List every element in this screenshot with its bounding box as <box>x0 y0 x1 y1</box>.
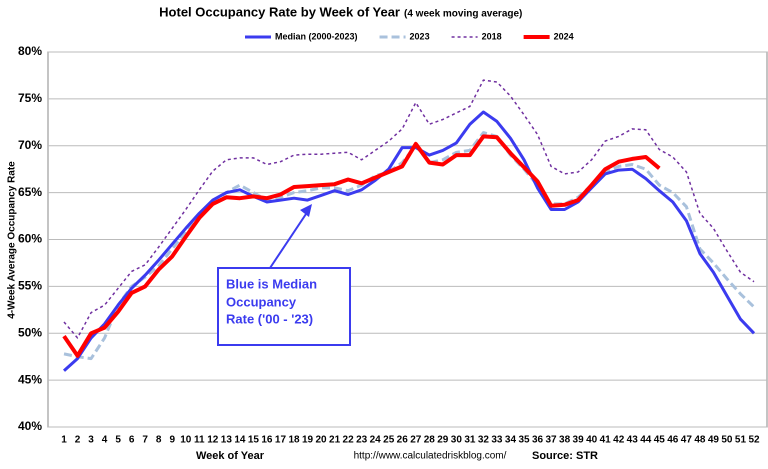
x-tick-label: 27 <box>410 435 422 446</box>
x-tick-label: 2 <box>75 435 81 446</box>
x-tick-label: 36 <box>532 435 544 446</box>
x-tick-label: 1 <box>61 435 67 446</box>
annotation-arrow <box>269 207 311 269</box>
annotation-text: Rate ('00 - '23) <box>226 311 313 326</box>
x-tick-label: 44 <box>640 435 652 446</box>
legend-label: 2023 <box>410 31 430 41</box>
source-url: http://www.calculatedriskblog.com/ <box>354 451 507 462</box>
x-tick-label: 30 <box>451 435 463 446</box>
x-tick-label: 17 <box>275 435 287 446</box>
y-tick-label: 70% <box>18 138 42 152</box>
x-tick-label: 33 <box>491 435 503 446</box>
x-tick-label: 8 <box>156 435 162 446</box>
arrow-head <box>300 204 312 217</box>
x-tick-label: 49 <box>708 435 720 446</box>
x-tick-label: 31 <box>464 435 476 446</box>
series-line <box>63 79 755 339</box>
x-axis-label: Week of Year <box>196 450 265 462</box>
x-tick-label: 25 <box>383 435 395 446</box>
x-tick-label: 26 <box>397 435 409 446</box>
series-line <box>62 134 661 358</box>
x-tick-label: 50 <box>721 435 733 446</box>
x-tick-label: 4 <box>102 435 108 446</box>
chart-title: Hotel Occupancy Rate by Week of Year <box>159 4 400 19</box>
x-tick-label: 40 <box>586 435 598 446</box>
plot-area: 40%45%50%55%60%65%70%75%80%1 2 3 4 5 6 7 8 9 10 11… <box>18 44 768 446</box>
x-tick-label: 9 <box>169 435 175 446</box>
annotation-box <box>217 267 351 346</box>
x-tick-label: 46 <box>667 435 679 446</box>
x-tick-label: 5 <box>115 435 121 446</box>
x-tick-label: 14 <box>234 435 246 446</box>
x-tick-label: 34 <box>505 435 517 446</box>
y-tick-label: 75% <box>18 91 42 105</box>
source: Source: STR <box>532 450 598 462</box>
x-tick-label: 42 <box>613 435 625 446</box>
x-tick-label: 11 <box>194 435 205 446</box>
legend-label: 2024 <box>554 31 574 41</box>
x-tick-label: 47 <box>681 435 693 446</box>
x-tick-label: 12 <box>207 435 219 446</box>
y-tick-label: 50% <box>18 325 42 339</box>
x-tick-label: 21 <box>329 435 341 446</box>
x-tick-label: 35 <box>518 435 530 446</box>
x-tick-label: 3 <box>88 435 94 446</box>
x-tick-label: 6 <box>129 435 135 446</box>
x-tick-label: 51 <box>735 435 747 446</box>
x-tick-label: 15 <box>248 435 260 446</box>
x-tick-label: 19 <box>302 435 314 446</box>
x-tick-label: 32 <box>478 435 490 446</box>
annotation-text: Blue is Median <box>226 276 317 291</box>
x-tick-label: 48 <box>694 435 706 446</box>
x-tick-label: 37 <box>545 435 557 446</box>
x-tick-label: 39 <box>573 435 585 446</box>
x-tick-label: 43 <box>627 435 639 446</box>
x-tick-label: 24 <box>370 435 382 446</box>
x-tick-label: 41 <box>600 435 612 446</box>
y-tick-label: 55% <box>18 279 42 293</box>
x-tick-label: 16 <box>261 435 273 446</box>
x-tick-label: 23 <box>356 435 368 446</box>
x-tick-label: 10 <box>180 435 192 446</box>
x-tick-label: 18 <box>288 435 300 446</box>
x-tick-label: 38 <box>559 435 571 446</box>
chart-subtitle: (4 week moving average) <box>404 9 522 20</box>
annotation-text: Occupancy <box>226 294 297 309</box>
x-tick-label: 7 <box>142 435 148 446</box>
x-tick-label: 29 <box>437 435 449 446</box>
x-tick-label: 22 <box>343 435 355 446</box>
y-axis-label: 4-Week Average Occupancy Rate <box>7 161 18 319</box>
y-tick-label: 60% <box>18 232 42 246</box>
series-line <box>62 110 756 372</box>
x-tick-label: 52 <box>748 435 760 446</box>
y-tick-label: 40% <box>18 419 42 433</box>
y-tick-label: 65% <box>18 185 42 199</box>
x-tick-label: 13 <box>221 435 233 446</box>
x-tick-label: 45 <box>654 435 666 446</box>
legend-label: Median (2000-2023) <box>275 31 358 41</box>
x-tick-label: 20 <box>315 435 327 446</box>
y-tick-label: 45% <box>18 372 42 386</box>
legend-label: 2018 <box>482 31 502 41</box>
x-tick-label: 28 <box>424 435 436 446</box>
y-tick-label: 80% <box>18 44 42 58</box>
